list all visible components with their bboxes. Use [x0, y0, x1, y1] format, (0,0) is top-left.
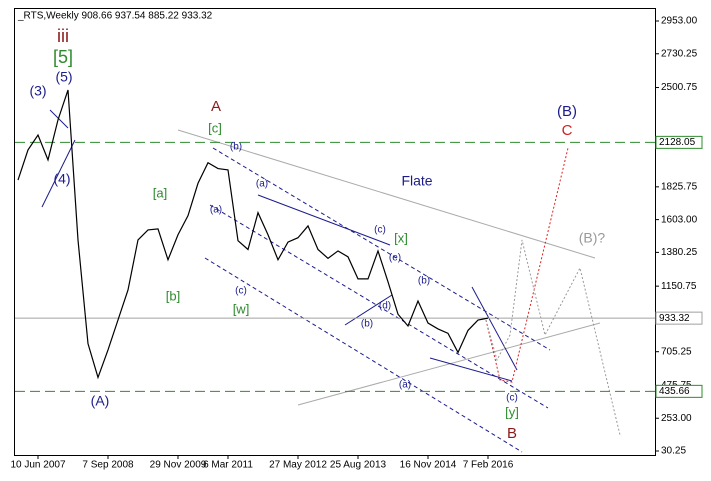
y-tick-label: 2953.00 [661, 16, 698, 27]
wave-line [257, 194, 391, 246]
wave-label: [w] [233, 301, 250, 316]
x-tick-label: 10 Jun 2007 [10, 460, 65, 471]
x-tick-label: 7 Feb 2016 [463, 460, 514, 471]
trend-line [177, 129, 596, 259]
y-tick-label: 1825.75 [661, 181, 698, 192]
wave-label: C [562, 122, 573, 139]
wave-label: [5] [53, 47, 73, 67]
channel-line [209, 204, 549, 409]
y-tick-label: 30.25 [661, 446, 686, 457]
wave-label: (a) [210, 205, 222, 216]
wave-label: (4) [53, 171, 70, 187]
wave-label: (a) [256, 179, 268, 190]
wave-line [344, 294, 393, 326]
price-level-label: 435.66 [659, 386, 690, 397]
chart-title: _RTS,Weekly 908.66 937.54 885.22 933.32 [17, 11, 213, 22]
x-tick-label: 29 Nov 2009 [150, 460, 207, 471]
x-tick-label: 16 Nov 2014 [400, 460, 457, 471]
y-tick-label: 2500.75 [661, 82, 698, 93]
wave-label: [a] [153, 185, 167, 200]
wave-label: (A) [91, 393, 110, 409]
plot-frame [14, 8, 656, 456]
y-tick-label: 253.00 [661, 413, 692, 424]
wave-label: [y] [505, 404, 519, 419]
x-tick-label: 25 Aug 2013 [330, 460, 387, 471]
price-level-box [655, 135, 703, 149]
wave-line [41, 139, 76, 208]
wave-line [49, 109, 69, 129]
wave-label: (e) [389, 253, 401, 264]
wave-label: (c) [374, 225, 386, 236]
wave-label: (3) [29, 83, 46, 99]
x-tick-label: 7 Sep 2008 [82, 460, 134, 471]
wave-label: (c) [506, 393, 518, 404]
x-tick-label: 6 Mar 2011 [203, 460, 253, 471]
wave-label: [c] [208, 120, 222, 135]
wave-label: [b] [166, 288, 180, 303]
x-tick-label: 27 May 2012 [269, 460, 327, 471]
price-level-label: 2128.05 [659, 137, 696, 148]
wave-line [429, 357, 513, 382]
wave-label: (b) [361, 319, 373, 330]
wave-label: (a) [399, 380, 411, 391]
wave-label: (c) [235, 286, 247, 297]
wave-label: (b) [230, 142, 242, 153]
wave-line [471, 286, 518, 371]
wave-label: (b) [418, 276, 430, 287]
price-level-box [655, 311, 703, 325]
wave-label: B [507, 425, 517, 442]
y-tick-label: 1380.25 [661, 247, 698, 258]
price-level-box [655, 384, 703, 398]
price-level-label: 933.32 [659, 313, 690, 324]
wave-label: (B)? [579, 230, 606, 246]
channel-line [204, 257, 523, 453]
wave-label: Flate [401, 173, 432, 189]
wave-label: [x] [394, 230, 408, 245]
wave-label: A [211, 98, 221, 115]
y-tick-label: 705.25 [661, 346, 692, 357]
y-tick-label: 1603.00 [661, 214, 698, 225]
wave-label: (5) [55, 69, 72, 85]
wave-label: (d) [379, 301, 391, 312]
channel-line [212, 147, 551, 351]
wave-label: (B) [557, 103, 577, 120]
y-tick-label: 2730.25 [661, 48, 698, 59]
y-tick-label: 1150.75 [661, 281, 697, 292]
price-line [17, 89, 489, 380]
wave-label: iii [57, 26, 69, 46]
projection [485, 239, 621, 436]
